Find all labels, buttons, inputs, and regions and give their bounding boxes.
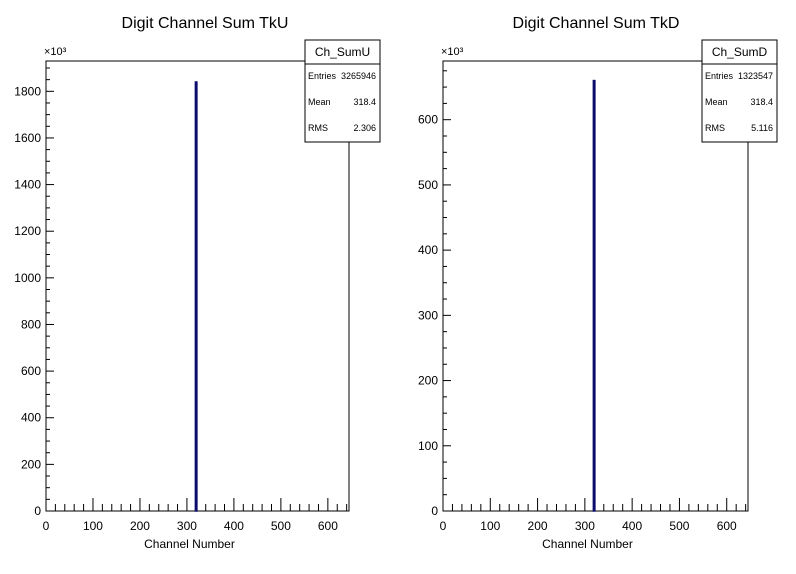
x-tick-label: 400	[622, 519, 642, 533]
y-tick-label: 100	[418, 439, 438, 453]
x-tick-label: 500	[669, 519, 689, 533]
x-axis-label: Channel Number	[542, 537, 633, 551]
x-tick-label: 400	[224, 519, 244, 533]
x-axis-label: Channel Number	[144, 537, 235, 551]
x-tick-label: 300	[177, 519, 197, 533]
chart-title: Digit Channel Sum TkU	[122, 15, 289, 32]
x-tick-label: 100	[480, 519, 500, 533]
y-tick-label: 500	[418, 178, 438, 192]
stats-title: Ch_SumD	[712, 45, 768, 59]
histogram-bar	[194, 81, 198, 512]
chart-panel-1: Digit Channel Sum TkU ×10³ 0 200 400 600 800 10…	[14, 15, 381, 551]
x-tick-label: 200	[130, 519, 150, 533]
y-tick-label: 1200	[14, 224, 41, 238]
y-tick-label: 200	[21, 457, 41, 471]
x-tick-label: 0	[440, 519, 447, 533]
stats-value: 1323547	[738, 71, 773, 81]
stats-box	[304, 39, 381, 143]
stats-label: RMS	[705, 123, 725, 133]
y-exponent-label: ×10³	[44, 46, 67, 58]
stats-label: Mean	[308, 97, 331, 107]
x-tick-label: 600	[318, 519, 338, 533]
stats-value: 2.306	[353, 123, 376, 133]
y-tick-label: 300	[418, 308, 438, 322]
y-tick-label: 600	[418, 113, 438, 127]
x-tick-label: 600	[717, 519, 737, 533]
chart-title: Digit Channel Sum TkD	[513, 15, 680, 32]
x-tick-label: 0	[43, 519, 50, 533]
x-tick-label: 200	[528, 519, 548, 533]
y-tick-label: 400	[21, 411, 41, 425]
x-tick-label: 300	[575, 519, 595, 533]
stats-title: Ch_SumU	[315, 45, 370, 59]
y-tick-label: 200	[418, 374, 438, 388]
y-tick-label: 800	[21, 317, 41, 331]
x-tick-label: 100	[83, 519, 103, 533]
y-tick-label: 1400	[14, 178, 41, 192]
histogram-bar	[592, 79, 596, 512]
y-tick-label: 600	[21, 364, 41, 378]
stats-label: RMS	[308, 123, 328, 133]
y-tick-label: 400	[418, 243, 438, 257]
stats-value: 318.4	[750, 97, 773, 107]
y-exponent-label: ×10³	[441, 46, 464, 58]
stats-value: 3265946	[341, 71, 376, 81]
stats-label: Entries	[308, 71, 337, 81]
stats-label: Entries	[705, 71, 734, 81]
y-tick-label: 1000	[14, 271, 41, 285]
stats-value: 318.4	[353, 97, 376, 107]
stats-value: 5.116	[751, 123, 773, 133]
y-tick-label: 1800	[14, 84, 41, 98]
stats-label: Mean	[705, 97, 728, 107]
chart-panel-2: Digit Channel Sum TkD ×10³ 0 100 200 300 400 50…	[418, 15, 778, 551]
y-tick-label: 0	[34, 504, 41, 518]
stats-box	[701, 39, 778, 143]
y-tick-label: 0	[431, 504, 438, 518]
x-tick-label: 500	[271, 519, 291, 533]
y-tick-label: 1600	[14, 131, 41, 145]
